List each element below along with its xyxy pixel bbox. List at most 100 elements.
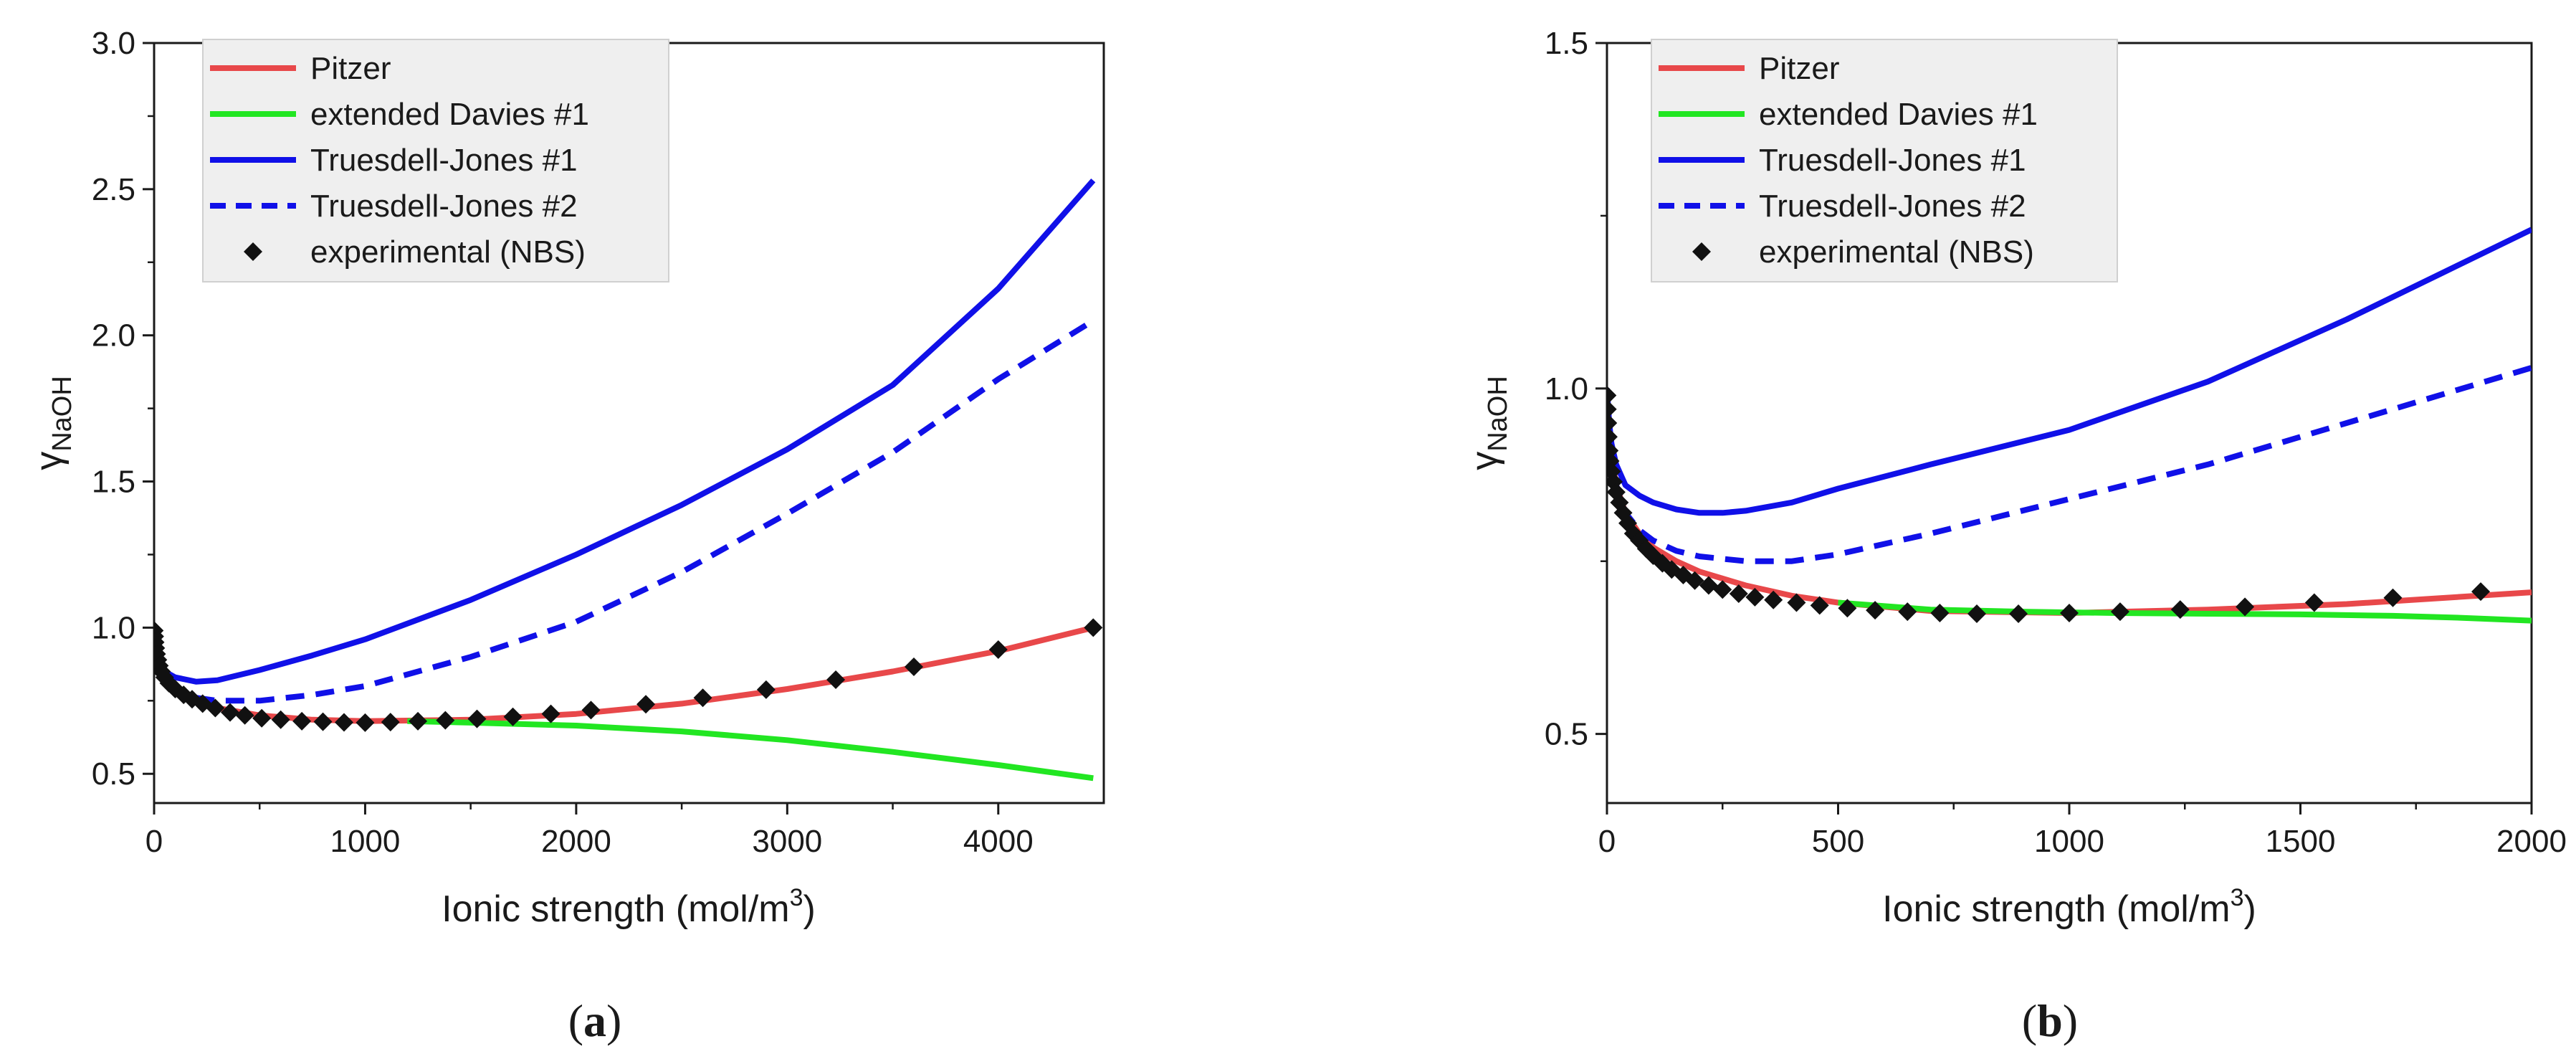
panel-label: (a) bbox=[568, 995, 622, 1046]
y-axis-title: γNaOH bbox=[28, 376, 77, 470]
series-line-pitzer bbox=[154, 625, 1094, 724]
data-point-experimental bbox=[381, 713, 400, 732]
data-point-experimental bbox=[988, 640, 1008, 659]
y-tick-label: 0.5 bbox=[1545, 717, 1588, 752]
data-point-experimental bbox=[2471, 582, 2491, 602]
series-area bbox=[1607, 227, 2532, 624]
series-line-extended-davies-1 bbox=[1838, 599, 2532, 624]
y-tick-label: 2.0 bbox=[92, 318, 135, 353]
data-point-experimental bbox=[905, 657, 923, 677]
data-point-experimental bbox=[1764, 590, 1783, 609]
data-point-experimental bbox=[2110, 602, 2129, 622]
x-tick-label: 3000 bbox=[752, 824, 822, 859]
data-point-experimental bbox=[1607, 472, 1623, 491]
series-line-pitzer bbox=[1607, 388, 2532, 616]
data-point-experimental bbox=[1898, 602, 1917, 622]
series-line-truesdell-jones-2 bbox=[1607, 365, 2532, 564]
x-tick-label: 2000 bbox=[2496, 824, 2567, 859]
x-tick-label: 1000 bbox=[330, 824, 400, 859]
x-tick-label: 2000 bbox=[541, 824, 611, 859]
data-point-experimental bbox=[206, 698, 225, 718]
x-tick-label: 1000 bbox=[2034, 824, 2104, 859]
data-point-experimental bbox=[2009, 604, 2028, 623]
data-point-experimental bbox=[1866, 601, 1885, 620]
data-point-experimental bbox=[1084, 618, 1103, 637]
data-point-experimental bbox=[1607, 414, 1618, 432]
legend-label: Pitzer bbox=[310, 51, 391, 86]
data-point-experimental bbox=[1607, 483, 1626, 502]
data-point-experimental bbox=[1745, 587, 1765, 607]
legend: Pitzer extended Davies #1 Truesdell-Jones … bbox=[1651, 39, 2118, 282]
y-tick-label: 2.5 bbox=[92, 172, 135, 207]
data-point-experimental bbox=[1729, 584, 1748, 604]
data-point-experimental bbox=[409, 711, 428, 731]
data-point-experimental bbox=[1685, 571, 1704, 590]
y-axis-title: γNaOH bbox=[1464, 376, 1513, 470]
data-point-experimental bbox=[636, 695, 656, 714]
data-point-experimental bbox=[436, 711, 455, 730]
y-tick-label: 3.0 bbox=[92, 26, 135, 61]
data-point-experimental bbox=[2060, 604, 2079, 622]
y-tick-label: 1.0 bbox=[92, 610, 135, 645]
data-point-experimental bbox=[1699, 576, 1718, 595]
data-point-experimental bbox=[2236, 597, 2255, 617]
legend-label: extended Davies #1 bbox=[1759, 97, 2038, 132]
legend-label: Truesdell-Jones #1 bbox=[310, 143, 578, 178]
data-point-experimental bbox=[166, 680, 185, 698]
data-point-experimental bbox=[1713, 580, 1732, 599]
legend-label: experimental (NBS) bbox=[1759, 234, 2034, 270]
x-tick-label: 4000 bbox=[963, 824, 1034, 859]
data-point-experimental bbox=[2304, 593, 2324, 612]
legend-label: Truesdell-Jones #2 bbox=[1759, 189, 2026, 224]
data-point-experimental bbox=[1607, 386, 1617, 405]
data-point-experimental bbox=[313, 712, 333, 731]
data-point-experimental bbox=[693, 688, 712, 708]
y-tick-label: 1.0 bbox=[1545, 371, 1588, 407]
data-point-experimental bbox=[581, 701, 601, 720]
panel-b-chart: 0 500 1000 1500 2000 0.5 1.0 1.5 Ionic strength … bbox=[1464, 26, 2567, 1046]
data-point-experimental bbox=[252, 708, 272, 728]
legend-label: experimental (NBS) bbox=[310, 234, 586, 270]
x-axis-title: Ionic strength (mol/m3) bbox=[1882, 884, 2256, 930]
series-line-truesdell-jones-2 bbox=[154, 318, 1095, 704]
data-point-experimental bbox=[2170, 600, 2190, 619]
data-point-experimental bbox=[1967, 604, 1986, 623]
data-point-experimental bbox=[1787, 593, 1806, 612]
data-point-experimental bbox=[2383, 588, 2403, 607]
legend-label: Pitzer bbox=[1759, 51, 1839, 86]
data-point-experimental bbox=[1838, 599, 1857, 618]
series-line-extended-davies-1 bbox=[407, 718, 1094, 782]
legend-label: extended Davies #1 bbox=[310, 97, 589, 132]
data-point-experimental bbox=[356, 713, 375, 732]
data-point-experimental bbox=[1607, 399, 1617, 419]
data-point-experimental bbox=[235, 706, 254, 725]
series-area bbox=[154, 178, 1103, 782]
legend-label: Truesdell-Jones #1 bbox=[1759, 143, 2026, 178]
data-point-experimental bbox=[467, 709, 487, 728]
x-tick-label: 500 bbox=[1812, 824, 1864, 859]
x-tick-label: 0 bbox=[146, 824, 163, 859]
data-point-experimental bbox=[541, 704, 560, 723]
data-point-experimental bbox=[292, 711, 312, 731]
legend-marker bbox=[244, 242, 262, 261]
data-point-experimental bbox=[221, 703, 239, 722]
y-tick-label: 1.5 bbox=[1545, 26, 1588, 61]
panel-a-chart: 0 1000 2000 3000 4000 0.5 1.0 1.5 2.0 2.5 3.0 Ionic… bbox=[28, 26, 1105, 1046]
data-point-experimental bbox=[1930, 604, 1950, 622]
legend: Pitzer extended Davies #1 Truesdell-Jones … bbox=[202, 39, 669, 282]
data-point-experimental bbox=[756, 680, 776, 699]
data-point-experimental bbox=[271, 710, 290, 729]
y-tick-label: 0.5 bbox=[92, 756, 135, 792]
panel-label: (b) bbox=[2022, 995, 2078, 1046]
data-point-experimental bbox=[335, 713, 353, 732]
data-point-experimental bbox=[826, 670, 846, 689]
data-point-experimental bbox=[1810, 596, 1829, 615]
data-point-experimental bbox=[503, 707, 523, 726]
x-tick-label: 1500 bbox=[2266, 824, 2336, 859]
legend-label: Truesdell-Jones #2 bbox=[310, 189, 578, 224]
y-tick-label: 1.5 bbox=[92, 465, 135, 500]
x-axis-title: Ionic strength (mol/m3) bbox=[442, 884, 816, 930]
data-point-experimental bbox=[1607, 427, 1618, 447]
x-tick-label: 0 bbox=[1598, 824, 1616, 859]
